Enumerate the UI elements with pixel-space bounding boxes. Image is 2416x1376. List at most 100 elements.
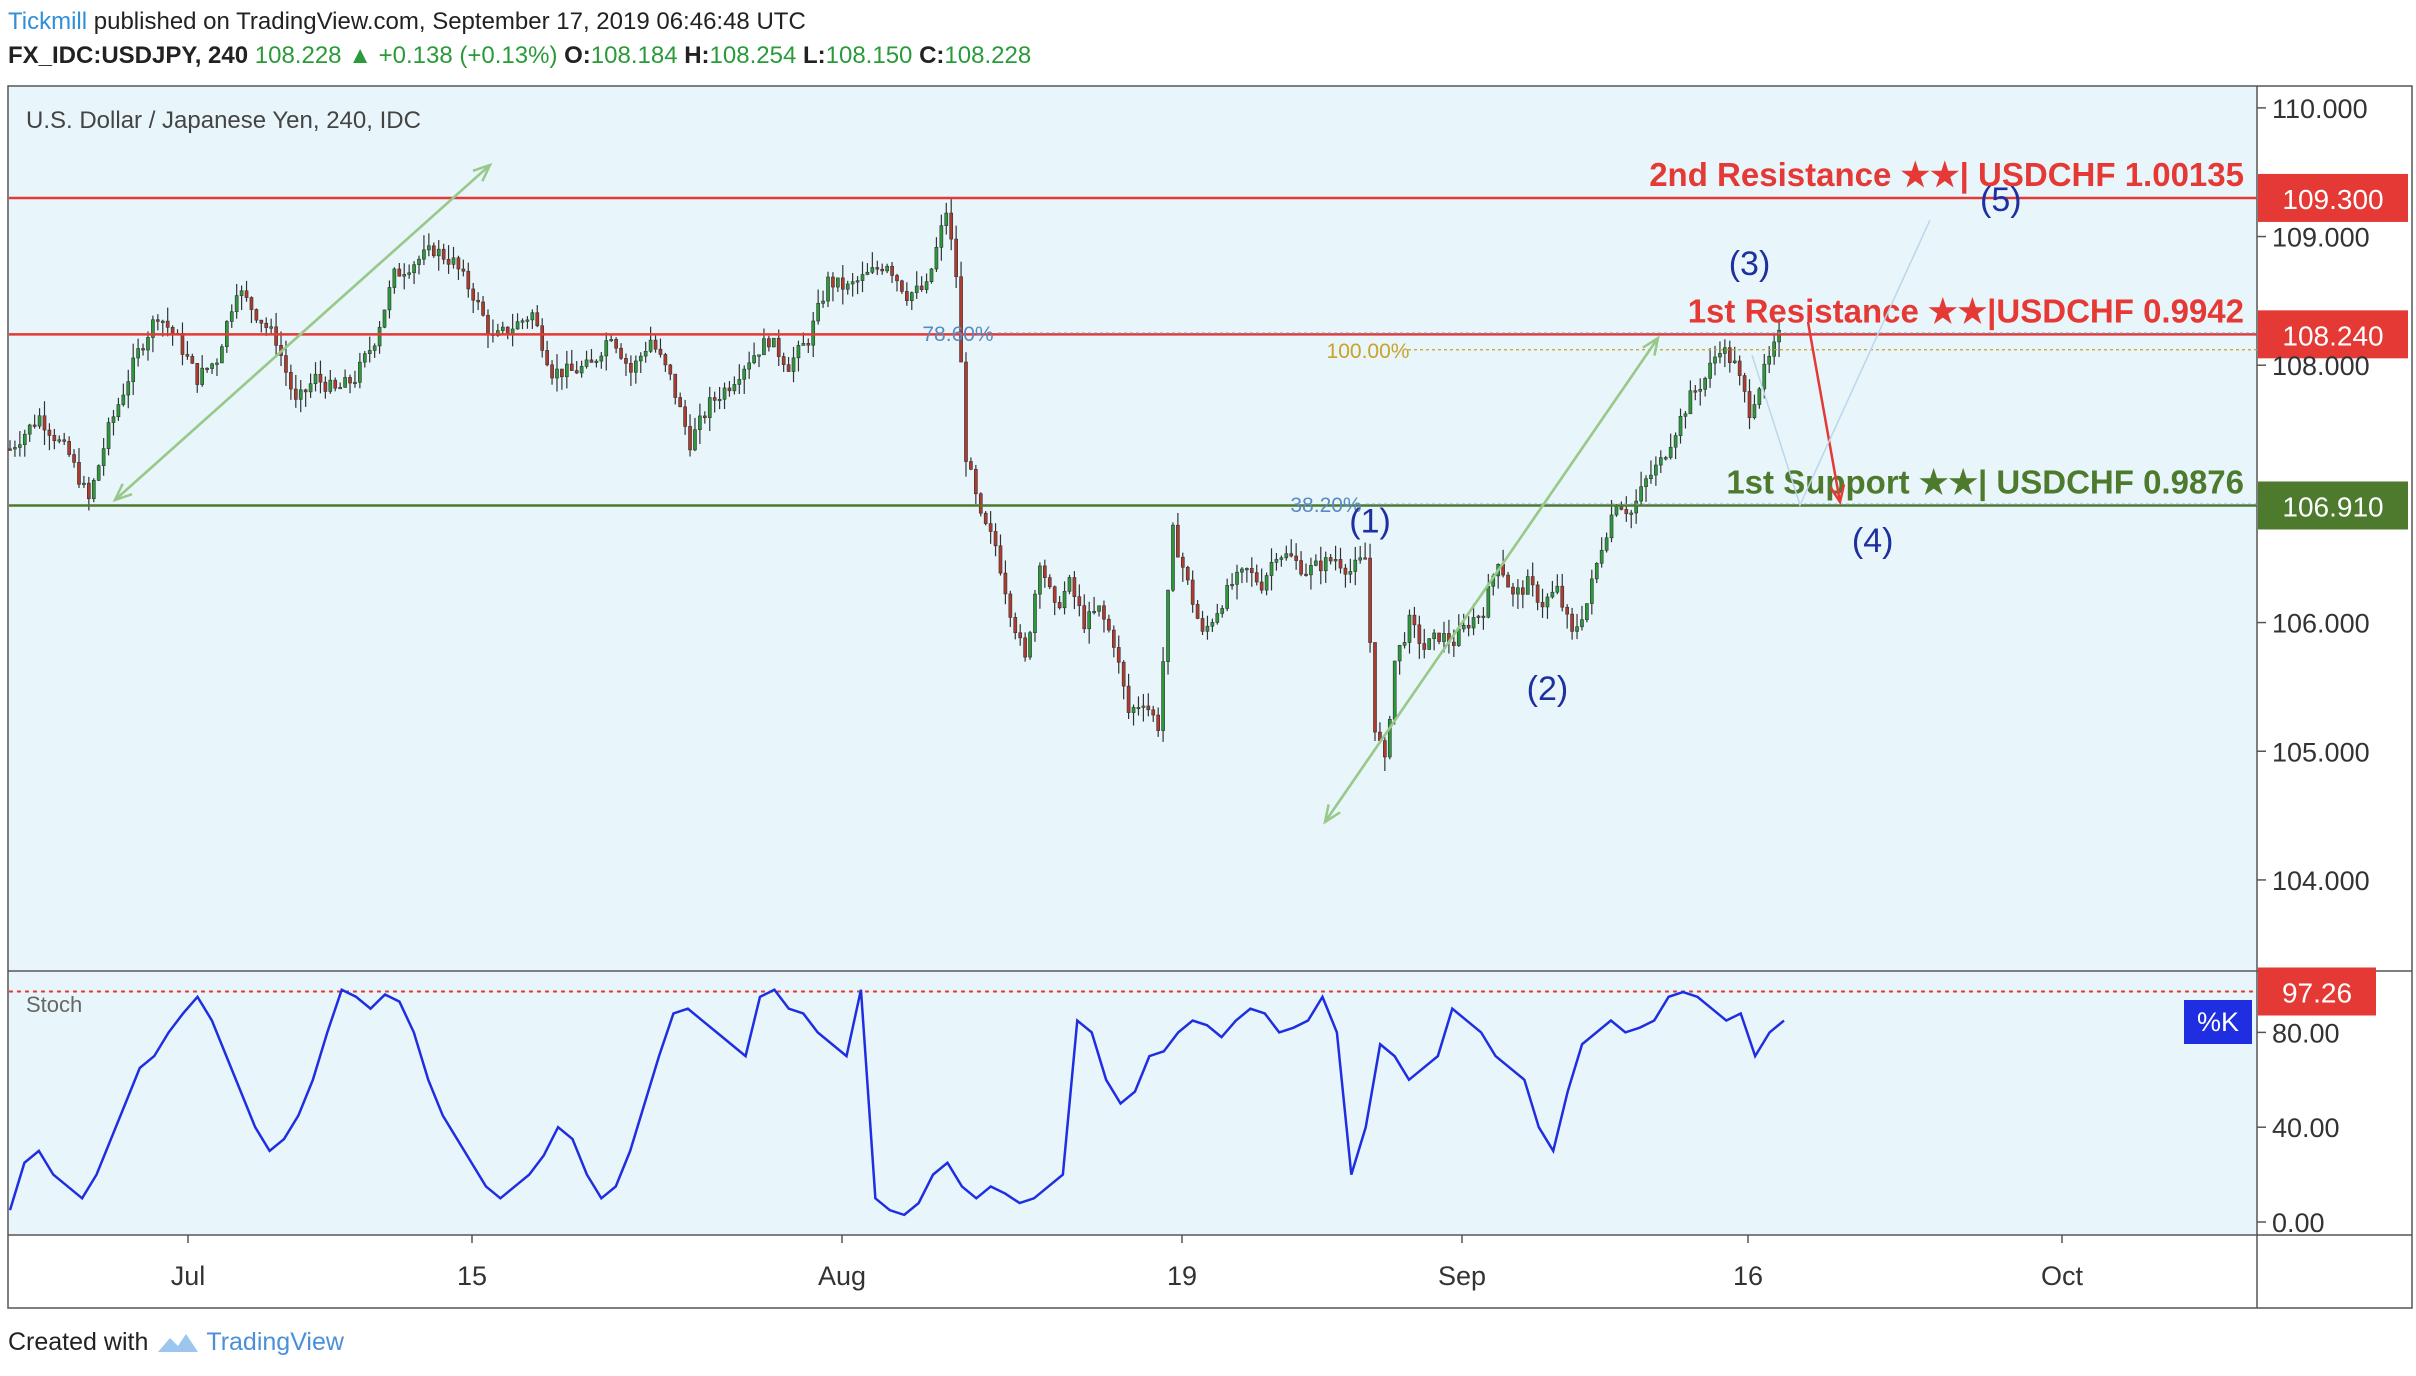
candle-body bbox=[1742, 375, 1747, 392]
candle-body bbox=[441, 248, 446, 260]
candle-body bbox=[771, 337, 776, 348]
main-pane bbox=[9, 87, 2257, 970]
candle-body bbox=[1585, 603, 1589, 620]
candle-body bbox=[1580, 619, 1584, 628]
price-tick-label: 104.000 bbox=[2272, 866, 2370, 896]
candle-body bbox=[362, 353, 367, 363]
candle-body bbox=[456, 257, 461, 270]
candle-body bbox=[653, 339, 658, 350]
candle-body bbox=[865, 271, 870, 275]
candle-body bbox=[781, 356, 786, 365]
price-tag-text: 106.910 bbox=[2282, 491, 2383, 522]
candle-body bbox=[1476, 615, 1481, 618]
candle-body bbox=[1708, 362, 1712, 379]
price-tag bbox=[2258, 481, 2408, 530]
candle-body bbox=[422, 249, 426, 260]
candle-body bbox=[1033, 593, 1037, 633]
candle-body bbox=[924, 281, 929, 290]
candle-body bbox=[1506, 574, 1510, 588]
candle-body bbox=[165, 320, 170, 328]
price-chart[interactable]: U.S. Dollar / Japanese Yen, 240, IDC 2nd… bbox=[0, 0, 2416, 1310]
candle-body bbox=[387, 287, 392, 311]
candle-body bbox=[397, 268, 402, 277]
candle-body bbox=[1619, 506, 1624, 510]
candle-body bbox=[1240, 568, 1244, 573]
candle-body bbox=[525, 319, 530, 322]
stoch-tick-label: 80.00 bbox=[2272, 1018, 2340, 1048]
candle-body bbox=[885, 265, 889, 272]
candle-body bbox=[1452, 641, 1456, 646]
candle-body bbox=[1757, 388, 1762, 405]
candle-body bbox=[1432, 632, 1436, 639]
candle-body bbox=[934, 246, 939, 270]
candle-body bbox=[545, 350, 549, 366]
candle-body bbox=[318, 373, 323, 383]
publish-info: Tickmill published on TradingView.com, S… bbox=[8, 8, 806, 36]
candle-body bbox=[1373, 642, 1377, 733]
candle-body bbox=[220, 346, 224, 364]
candle-body bbox=[589, 359, 594, 363]
candle-body bbox=[328, 379, 333, 392]
candle-body bbox=[1693, 390, 1698, 393]
price-axis: 110.000 109.000 108.000 106.000 105.000 104.0… bbox=[2257, 94, 2370, 896]
candle-body bbox=[727, 387, 732, 392]
candle-body bbox=[1368, 557, 1372, 643]
time-tick-label: Sep bbox=[1438, 1261, 1486, 1291]
candle-body bbox=[1407, 614, 1412, 643]
tradingview-logo-icon bbox=[158, 1333, 199, 1352]
candle-body bbox=[964, 361, 968, 462]
candle-body bbox=[1777, 329, 1781, 343]
candle-body bbox=[200, 367, 205, 385]
candle-body bbox=[1230, 584, 1234, 587]
candle-body bbox=[412, 264, 416, 274]
candle-body bbox=[234, 295, 239, 313]
candle-body bbox=[1521, 587, 1525, 595]
high-value: 108.254 bbox=[709, 42, 797, 69]
low-label: L: bbox=[802, 42, 826, 69]
fib-label: 100.00% bbox=[1327, 340, 1410, 363]
candle-body bbox=[249, 297, 254, 310]
candle-body bbox=[1698, 388, 1703, 392]
candle-body bbox=[1062, 591, 1067, 609]
candle-body bbox=[831, 276, 835, 288]
candle-body bbox=[1052, 586, 1057, 603]
candle-body bbox=[1235, 571, 1239, 585]
price-tag-text: 108.240 bbox=[2282, 320, 2383, 351]
candle-body bbox=[1525, 576, 1530, 595]
candle-body bbox=[1402, 642, 1407, 646]
tradingview-link[interactable]: TradingView bbox=[206, 1328, 344, 1356]
candle-body bbox=[1028, 632, 1032, 658]
candle-body bbox=[229, 311, 234, 322]
candle-body bbox=[1466, 624, 1471, 629]
candle-body bbox=[905, 291, 909, 302]
candle-body bbox=[1043, 565, 1047, 578]
reference-label: 2nd Resistance ★★| USDCHF 1.00135 bbox=[1649, 156, 2244, 193]
candle-body bbox=[274, 326, 278, 346]
stoch-tick-label: 0.00 bbox=[2272, 1208, 2325, 1238]
candle-body bbox=[1156, 714, 1160, 731]
trend-arrow bbox=[114, 164, 491, 501]
candle-body bbox=[747, 362, 751, 370]
candle-body bbox=[254, 309, 259, 321]
candle-body bbox=[663, 354, 668, 366]
candle-body bbox=[1718, 353, 1722, 358]
publisher-link[interactable]: Tickmill bbox=[8, 8, 88, 35]
candle-body bbox=[1530, 576, 1535, 586]
candle-body bbox=[289, 371, 293, 390]
candle-body bbox=[565, 363, 569, 378]
candle-body bbox=[1013, 617, 1018, 634]
candle-body bbox=[1314, 560, 1318, 566]
candle-body bbox=[717, 398, 722, 402]
candle-body bbox=[1092, 610, 1096, 614]
candle-body bbox=[1363, 557, 1367, 560]
candle-body bbox=[353, 381, 357, 385]
candle-body bbox=[269, 326, 273, 329]
candle-body bbox=[323, 381, 328, 392]
candle-body bbox=[1668, 446, 1673, 458]
candle-body bbox=[614, 339, 618, 349]
candle-body bbox=[1688, 390, 1693, 415]
candle-body bbox=[1486, 585, 1491, 618]
candle-body bbox=[160, 320, 165, 323]
candle-body bbox=[895, 275, 899, 282]
candle-body bbox=[1417, 624, 1422, 644]
